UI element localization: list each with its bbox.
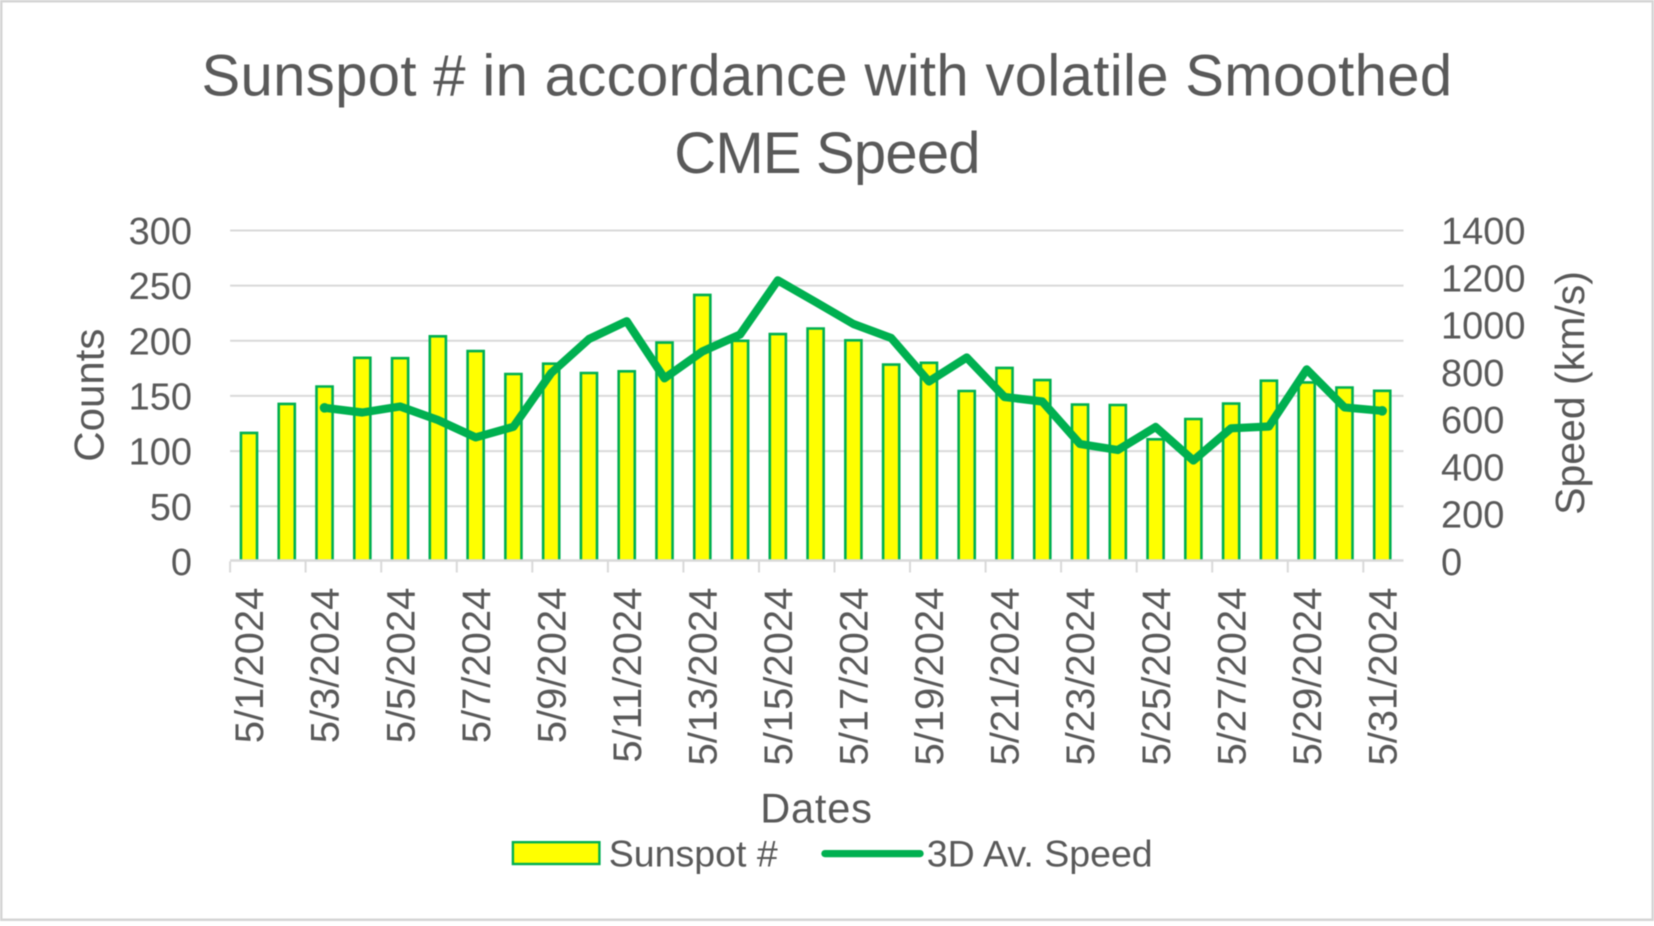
svg-text:1400: 1400 [1441,211,1526,253]
svg-text:5/13/2024: 5/13/2024 [682,588,726,766]
svg-text:1200: 1200 [1441,258,1526,300]
svg-text:150: 150 [129,377,192,419]
svg-text:5/15/2024: 5/15/2024 [757,588,801,766]
svg-text:300: 300 [129,211,192,253]
svg-text:5/25/2024: 5/25/2024 [1135,588,1179,766]
svg-text:800: 800 [1441,353,1504,395]
svg-text:Sunspot # in accordance with v: Sunspot # in accordance with volatile Sm… [202,44,1453,109]
svg-text:5/17/2024: 5/17/2024 [833,588,877,766]
svg-text:200: 200 [1441,495,1504,537]
svg-text:CME Speed: CME Speed [674,121,980,186]
svg-text:0: 0 [171,542,192,584]
svg-text:200: 200 [129,321,192,363]
svg-text:400: 400 [1441,448,1504,490]
svg-text:5/1/2024: 5/1/2024 [228,588,272,744]
svg-text:5/19/2024: 5/19/2024 [908,588,952,766]
svg-text:5/9/2024: 5/9/2024 [530,588,574,744]
svg-text:Dates: Dates [760,785,872,832]
svg-text:Counts: Counts [66,329,113,462]
svg-text:250: 250 [129,266,192,308]
svg-text:5/3/2024: 5/3/2024 [304,588,348,744]
svg-text:3D Av. Speed: 3D Av. Speed [927,833,1153,875]
svg-text:Sunspot #: Sunspot # [609,833,778,875]
svg-text:5/29/2024: 5/29/2024 [1286,588,1330,766]
svg-text:5/7/2024: 5/7/2024 [455,588,499,744]
svg-text:50: 50 [150,487,192,529]
svg-text:5/31/2024: 5/31/2024 [1361,588,1405,766]
svg-text:5/27/2024: 5/27/2024 [1210,588,1254,766]
svg-text:5/5/2024: 5/5/2024 [379,588,423,744]
svg-text:0: 0 [1441,542,1462,584]
svg-text:5/21/2024: 5/21/2024 [984,588,1028,766]
svg-text:5/23/2024: 5/23/2024 [1059,588,1103,766]
svg-text:1000: 1000 [1441,306,1526,348]
svg-text:Speed (km/s): Speed (km/s) [1547,271,1593,515]
svg-text:600: 600 [1441,400,1504,442]
svg-text:100: 100 [129,432,192,474]
svg-text:5/11/2024: 5/11/2024 [606,588,650,763]
